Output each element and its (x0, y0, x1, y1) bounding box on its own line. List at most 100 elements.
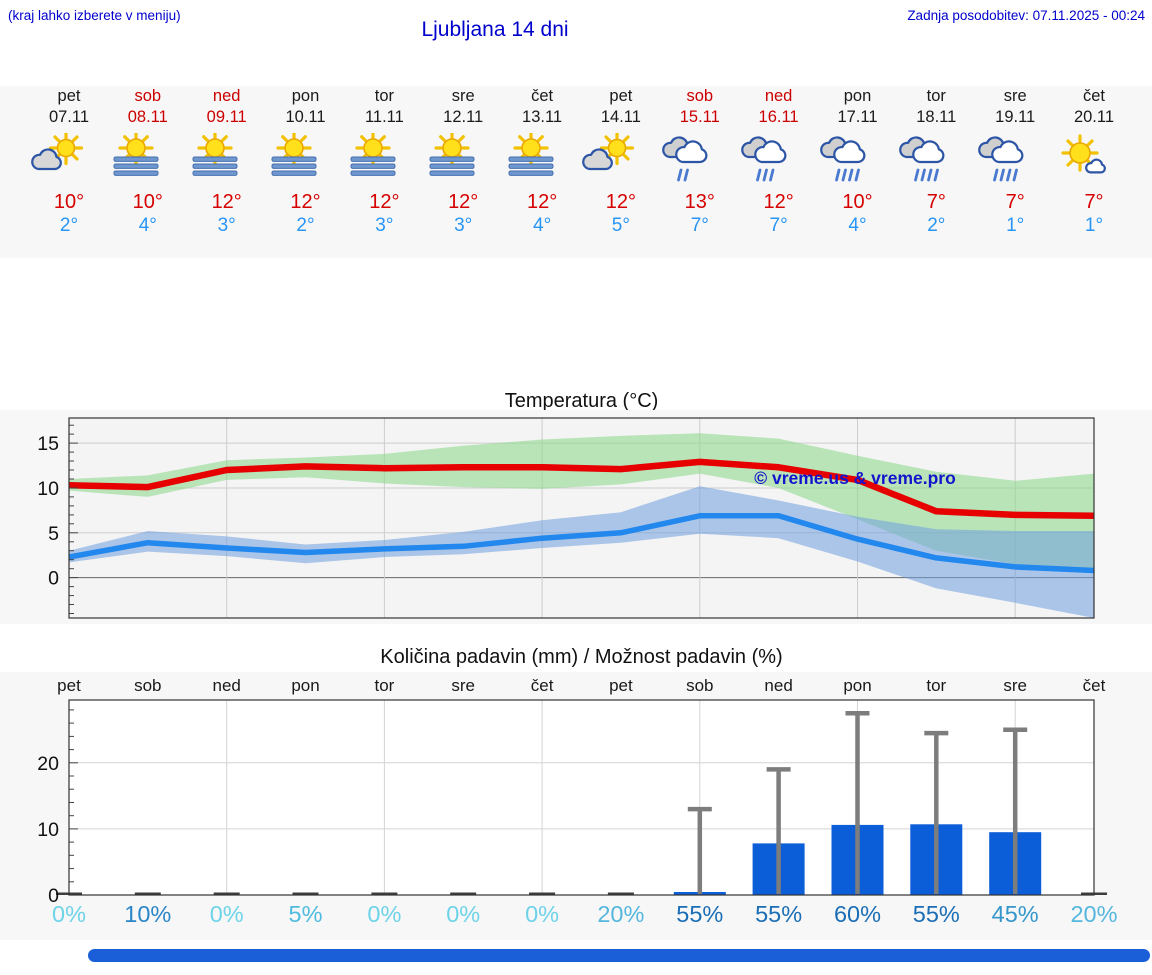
high-temp: 12° (211, 191, 242, 213)
sun-cloud-icon (30, 133, 83, 171)
weather-icon-wrap (30, 133, 109, 185)
precip-day-label: pet (57, 676, 81, 695)
low-temp: 1° (1084, 215, 1104, 236)
temperature-chart-title: Temperatura (°C) (504, 390, 659, 412)
svg-text:15: 15 (37, 433, 59, 455)
day-name: tor (374, 87, 395, 105)
weather-icon-wrap (187, 133, 266, 185)
rain-4-icon (820, 136, 866, 182)
high-temp: 10° (53, 191, 85, 213)
day-date: 08.11 (127, 108, 168, 126)
horizontal-scrollbar-thumb[interactable] (88, 949, 1150, 962)
high-temp: 12° (448, 191, 479, 213)
sun-fog-icon (429, 133, 475, 176)
day-date: 13.11 (522, 108, 563, 126)
svg-text:0: 0 (48, 885, 59, 907)
temperature-chart-band: 0 5 10 15 © vreme.us & vreme.pro (0, 410, 1152, 624)
precip-probability-label: 20% (597, 901, 645, 927)
svg-text:10: 10 (37, 478, 59, 500)
precip-day-label: tor (926, 676, 947, 695)
low-temp: 2° (927, 215, 946, 236)
precip-day-label: tor (374, 676, 395, 695)
high-temp: 7° (1005, 191, 1025, 213)
day-date: 15.11 (679, 108, 720, 126)
precipitation-bar (450, 892, 477, 895)
high-temp: 12° (526, 191, 558, 213)
day-name: sob (686, 87, 714, 105)
sun-fog-icon (271, 133, 317, 176)
precipitation-bar (292, 892, 319, 895)
day-date: 17.11 (837, 108, 878, 126)
precipitation-chart: 0 10 20 (37, 699, 1107, 907)
precip-day-label: pon (291, 676, 320, 695)
precip-probability-label: 20% (1070, 901, 1118, 927)
day-date: 20.11 (1073, 108, 1115, 126)
day-date: 14.11 (600, 108, 641, 126)
page-title: Ljubljana 14 dni (421, 18, 569, 41)
day-date: 19.11 (995, 108, 1036, 126)
temperature-chart: 0 5 10 15 © vreme.us & vreme.pro (37, 417, 1095, 619)
forecast-day-column: pon 10.11 12° 2° (266, 86, 345, 238)
precip-day-label: sob (686, 676, 714, 695)
precip-probability-label: 60% (833, 901, 882, 927)
precip-probability-label: 0% (525, 901, 560, 927)
low-temp: 3° (217, 215, 236, 236)
precipitation-chart-title: Količina padavin (mm) / Možnost padavin … (380, 646, 783, 668)
precip-probability-label: 55% (755, 901, 803, 927)
precip-probability-label: 10% (124, 901, 172, 927)
low-temp: 4° (138, 215, 157, 236)
precip-day-label: pon (843, 676, 872, 695)
forecast-day-column: ned 09.11 12° 3° (187, 86, 266, 238)
day-date: 16.11 (758, 108, 799, 126)
day-name: pon (291, 87, 320, 105)
forecast-day-column: sre 19.11 7° 1° (976, 86, 1055, 238)
precip-probability-label: 0% (446, 901, 481, 927)
forecast-day-column: čet 20.11 7° 1° (1055, 86, 1134, 238)
day-date: 12.11 (443, 108, 484, 126)
weather-icon-wrap (503, 133, 582, 185)
day-name: pet (57, 87, 81, 105)
precip-day-label: ned (212, 676, 241, 695)
precip-day-label: sre (451, 676, 475, 695)
day-name: pon (843, 87, 872, 105)
precip-probability-label: 55% (912, 901, 960, 927)
precipitation-bar (607, 892, 634, 895)
low-temp: 2° (59, 215, 79, 236)
high-temp: 12° (763, 191, 794, 213)
sun-fog-icon (113, 133, 159, 176)
forecast-day-column: sre 12.11 12° 3° (424, 86, 503, 238)
high-temp: 7° (926, 191, 946, 213)
low-temp: 3° (375, 215, 394, 236)
precipitation-bar (134, 892, 161, 895)
forecast-day-column: pet 07.11 10° 2° (30, 86, 109, 238)
high-temp: 10° (132, 191, 163, 213)
precip-probability-label: 45% (991, 901, 1039, 927)
precip-probability-label: 5% (288, 901, 323, 927)
day-name: sre (451, 87, 475, 105)
low-temp: 4° (533, 215, 552, 236)
weather-icon-wrap (108, 133, 187, 185)
sun-fog-icon (192, 133, 238, 176)
day-date: 09.11 (206, 108, 247, 126)
day-name: ned (212, 87, 241, 105)
day-name: tor (926, 87, 946, 105)
weather-icon-wrap (1055, 133, 1134, 185)
last-updated-text: Zadnja posodobitev: 07.11.2025 - 00:24 (907, 8, 1145, 23)
day-name: čet (1082, 87, 1105, 105)
precip-probability-label: 0% (209, 901, 244, 927)
rain-4-icon (977, 136, 1024, 182)
sun-fog-icon (350, 133, 396, 176)
low-temp: 1° (1006, 215, 1025, 236)
sun-fog-icon (508, 133, 554, 176)
low-temp: 2° (296, 215, 315, 236)
low-temp: 7° (690, 215, 709, 236)
day-name: pet (609, 87, 633, 105)
precipitation-bar (371, 892, 398, 895)
weather-icon-wrap (345, 133, 424, 185)
watermark-link[interactable]: © vreme.us & vreme.pro (754, 468, 956, 488)
rain-3-icon (741, 136, 787, 182)
day-name: sob (134, 87, 162, 105)
precip-day-label: sre (1003, 676, 1027, 695)
day-date: 11.11 (364, 108, 404, 126)
